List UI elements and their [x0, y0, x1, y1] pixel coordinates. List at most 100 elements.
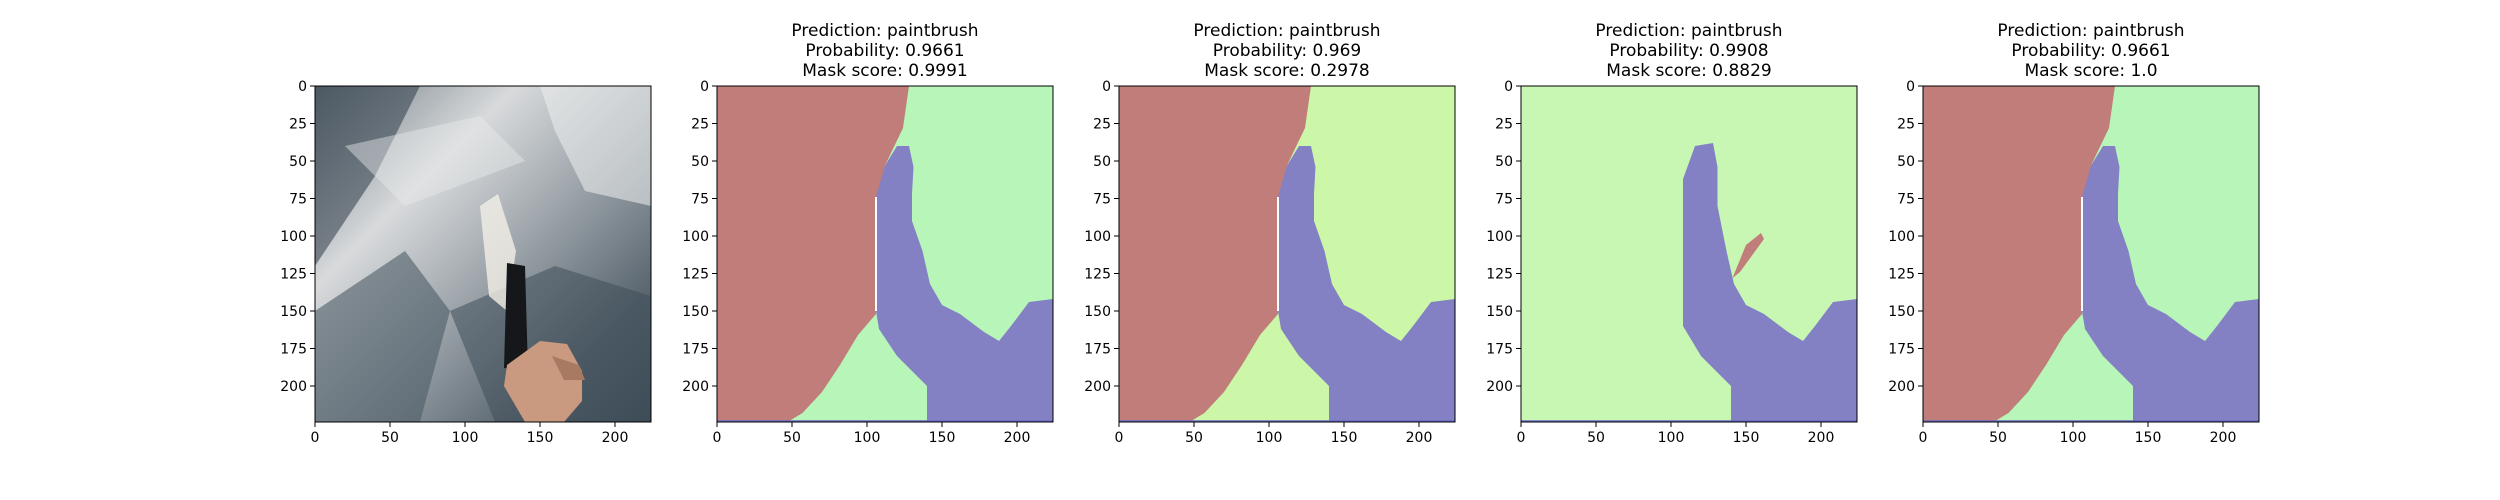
x-tick-label: 150 [2135, 430, 2162, 446]
paintbrush-handle [504, 263, 528, 371]
y-tick-label: 50 [691, 154, 709, 170]
y-tick-label: 100 [1888, 229, 1915, 245]
y-tick-label: 100 [280, 229, 307, 245]
panel-title-line: Prediction: paintbrush [1997, 21, 2184, 41]
hand-shadow [552, 356, 585, 380]
x-tick-label: 0 [1517, 430, 1526, 446]
y-tick-label: 50 [1897, 154, 1915, 170]
mask-red-region [1923, 86, 2115, 422]
y-tick-label: 0 [700, 79, 709, 95]
panel-title-line: Probability: 0.9661 [2011, 41, 2170, 61]
x-tick-label: 100 [2060, 430, 2087, 446]
x-tick-label: 200 [1004, 430, 1031, 446]
mask-blue-region [2082, 146, 2259, 422]
panel-title-line: Mask score: 0.9991 [802, 61, 967, 81]
axes-frame [1520, 85, 1858, 423]
y-tick-label: 200 [682, 379, 709, 395]
x-tick-label: 100 [854, 430, 881, 446]
axes-frame [1922, 85, 2260, 423]
y-tick-label: 150 [1084, 304, 1111, 320]
y-tick-label: 75 [1495, 192, 1513, 208]
y-tick-label: 175 [1486, 342, 1513, 358]
y-tick-label: 50 [1093, 154, 1111, 170]
panel-1: 0 50 100 150 200 0 25 50 75 100 125 150 175 200 [280, 79, 652, 446]
y-tick-label: 75 [1093, 192, 1111, 208]
panel-5: 0 50 100 150 200 0 25 50 75 100 125 150 175 200 Predic… [1888, 21, 2260, 446]
panel-content [315, 86, 651, 422]
x-tick-label: 200 [1406, 430, 1433, 446]
y-tick-label: 25 [691, 117, 709, 133]
panel-content [1521, 86, 1857, 422]
y-tick-label: 0 [1504, 79, 1513, 95]
y-tick-label: 0 [1906, 79, 1915, 95]
x-tick-label: 50 [1185, 430, 1203, 446]
x-tick-label: 0 [1115, 430, 1124, 446]
x-tick-label: 200 [1808, 430, 1835, 446]
panel-3: 0 50 100 150 200 0 25 50 75 100 125 150 175 200 Predic… [1084, 21, 1456, 446]
x-tick-label: 50 [1587, 430, 1605, 446]
x-tick-label: 200 [602, 430, 629, 446]
x-tick-label: 150 [527, 430, 554, 446]
y-tick-label: 125 [1888, 267, 1915, 283]
y-tick-label: 125 [682, 267, 709, 283]
x-tick-label: 200 [2210, 430, 2237, 446]
y-tick-label: 175 [682, 342, 709, 358]
panel-title-line: Mask score: 0.2978 [1204, 61, 1369, 81]
y-tick-label: 100 [682, 229, 709, 245]
axes-frame [1118, 85, 1456, 423]
y-tick-label: 75 [691, 192, 709, 208]
panel-title-line: Probability: 0.969 [1213, 41, 1361, 61]
x-tick-label: 50 [783, 430, 801, 446]
panel-content [1119, 86, 1455, 422]
panel-title-line: Mask score: 1.0 [2024, 61, 2157, 81]
y-tick-label: 175 [280, 342, 307, 358]
panel-title-line: Prediction: paintbrush [1193, 21, 1380, 41]
y-tick-label: 175 [1888, 342, 1915, 358]
panel-2: 0 50 100 150 200 0 25 50 75 100 125 150 175 200 Predic… [682, 21, 1054, 446]
panel-content [717, 86, 1053, 422]
x-tick-label: 150 [1733, 430, 1760, 446]
mask-blue-region [1683, 143, 1857, 422]
y-tick-label: 200 [1084, 379, 1111, 395]
y-tick-label: 150 [682, 304, 709, 320]
mask-red-region [1732, 233, 1764, 278]
y-tick-label: 125 [280, 267, 307, 283]
y-tick-label: 200 [280, 379, 307, 395]
y-tick-label: 100 [1084, 229, 1111, 245]
y-tick-label: 0 [298, 79, 307, 95]
y-tick-label: 25 [1093, 117, 1111, 133]
fabric-highlight [345, 116, 525, 206]
y-tick-label: 125 [1486, 267, 1513, 283]
x-tick-label: 0 [311, 430, 320, 446]
y-tick-label: 125 [1084, 267, 1111, 283]
axes-frame [716, 85, 1054, 423]
y-tick-label: 50 [1495, 154, 1513, 170]
y-tick-label: 175 [1084, 342, 1111, 358]
x-tick-label: 50 [381, 430, 399, 446]
y-tick-label: 50 [289, 154, 307, 170]
fabric-shadow [315, 86, 420, 266]
x-tick-label: 50 [1989, 430, 2007, 446]
x-tick-label: 100 [1658, 430, 1685, 446]
x-tick-label: 100 [1256, 430, 1283, 446]
y-tick-label: 75 [1897, 192, 1915, 208]
panel-title-line: Prediction: paintbrush [1595, 21, 1782, 41]
y-tick-label: 25 [1897, 117, 1915, 133]
mask-blue-region [1278, 146, 1455, 422]
x-tick-label: 150 [929, 430, 956, 446]
y-tick-label: 100 [1486, 229, 1513, 245]
panel-4: 0 50 100 150 200 0 25 50 75 100 125 150 175 200 Predic… [1486, 21, 1858, 446]
y-tick-label: 25 [1495, 117, 1513, 133]
x-tick-label: 0 [1919, 430, 1928, 446]
y-tick-label: 150 [1888, 304, 1915, 320]
panel-title-line: Probability: 0.9661 [805, 41, 964, 61]
y-tick-label: 0 [1102, 79, 1111, 95]
fabric-highlight [540, 86, 651, 206]
y-tick-label: 25 [289, 117, 307, 133]
x-tick-label: 150 [1331, 430, 1358, 446]
mask-red-region [1119, 86, 1311, 422]
panel-title-line: Mask score: 0.8829 [1606, 61, 1771, 81]
mask-blue-region [876, 146, 1053, 422]
panel-title-line: Probability: 0.9908 [1609, 41, 1768, 61]
